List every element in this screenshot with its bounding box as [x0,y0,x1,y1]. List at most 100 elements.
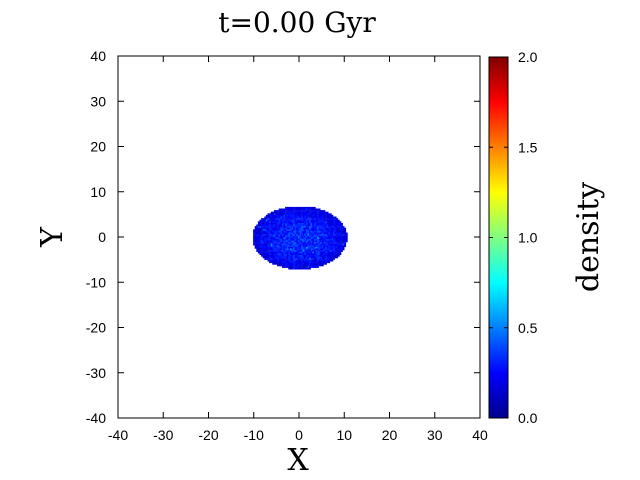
density-cell [294,229,297,232]
density-cell [309,232,311,235]
density-cell [262,230,265,233]
density-cell [291,216,294,219]
density-cell [342,237,345,240]
density-cell [307,253,310,256]
density-cell [328,259,331,262]
density-cell [304,240,307,243]
density-cell [323,230,326,233]
density-cell [280,238,283,241]
density-cell [297,230,300,233]
density-cell [261,226,263,228]
density-cell [328,214,331,217]
density-cell [280,251,283,254]
density-cell [296,235,299,238]
x-tick-label: 40 [472,427,488,443]
density-cell [336,256,339,259]
density-cell [304,253,307,256]
density-cell [326,214,329,217]
density-cell [288,240,291,243]
density-cell [277,218,279,220]
density-cell [315,210,318,212]
density-cell [293,218,295,220]
density-cell [289,248,292,251]
density-cell [312,243,315,246]
density-cell [318,243,321,246]
density-cell [333,221,335,224]
density-cell [310,250,313,252]
density-cell [331,234,334,236]
density-cell [313,219,316,222]
density-cell [312,245,315,248]
density-cell [297,235,300,238]
density-cell [341,246,343,249]
density-cell [299,211,302,214]
density-cell [275,216,278,219]
density-cell [281,230,284,233]
density-cell [270,242,273,244]
density-cell [285,261,287,264]
density-cell [275,210,278,212]
density-cell [270,232,273,235]
density-cell [323,221,326,224]
density-cell [321,250,324,252]
density-cell [275,211,278,214]
density-cell [328,224,331,227]
density-cell [341,226,343,228]
density-cell [256,243,259,246]
density-cell [293,246,295,249]
density-cell [341,222,343,225]
density-cell [326,240,329,243]
density-cell [304,238,307,241]
density-cell [301,258,303,260]
density-cell [283,242,286,244]
density-cell [313,254,316,257]
density-cell [310,224,313,227]
density-cell [259,227,262,230]
density-cell [278,210,281,212]
density-cell [337,235,340,238]
density-cell [331,250,334,252]
density-cell [262,232,265,235]
density-cell [275,224,278,227]
density-cell [283,266,286,268]
density-cell [326,235,329,238]
density-cell [294,246,297,249]
density-cell [317,213,319,216]
density-cell [317,243,319,246]
density-cell [297,256,300,259]
density-cell [296,261,299,264]
density-cell [293,227,295,230]
density-cell [270,230,273,233]
density-cell [288,262,291,265]
density-cell [278,224,281,227]
density-cell [302,211,305,214]
density-cell [315,264,318,267]
y-tick-label: -10 [86,274,106,290]
density-cell [267,245,270,248]
density-cell [272,253,275,256]
density-cell [334,238,337,241]
density-cell [291,261,294,264]
density-cell [257,248,260,251]
density-cell [277,253,279,256]
density-cell [320,210,323,212]
x-tick-label: -30 [153,427,173,443]
density-cell [301,251,303,254]
density-cell [320,254,323,257]
density-cell [328,232,331,235]
density-cell [302,218,305,220]
density-cell [323,248,326,251]
density-cell [321,218,324,220]
density-cell [261,234,263,236]
density-cell [288,214,291,217]
density-cell [321,264,324,267]
density-cell [291,219,294,222]
density-cell [277,238,279,241]
density-cell [317,256,319,259]
density-cell [293,237,295,240]
density-cell [307,237,310,240]
density-cell [320,264,323,267]
density-cell [281,266,284,268]
density-cell [259,219,262,222]
density-cell [326,259,329,262]
